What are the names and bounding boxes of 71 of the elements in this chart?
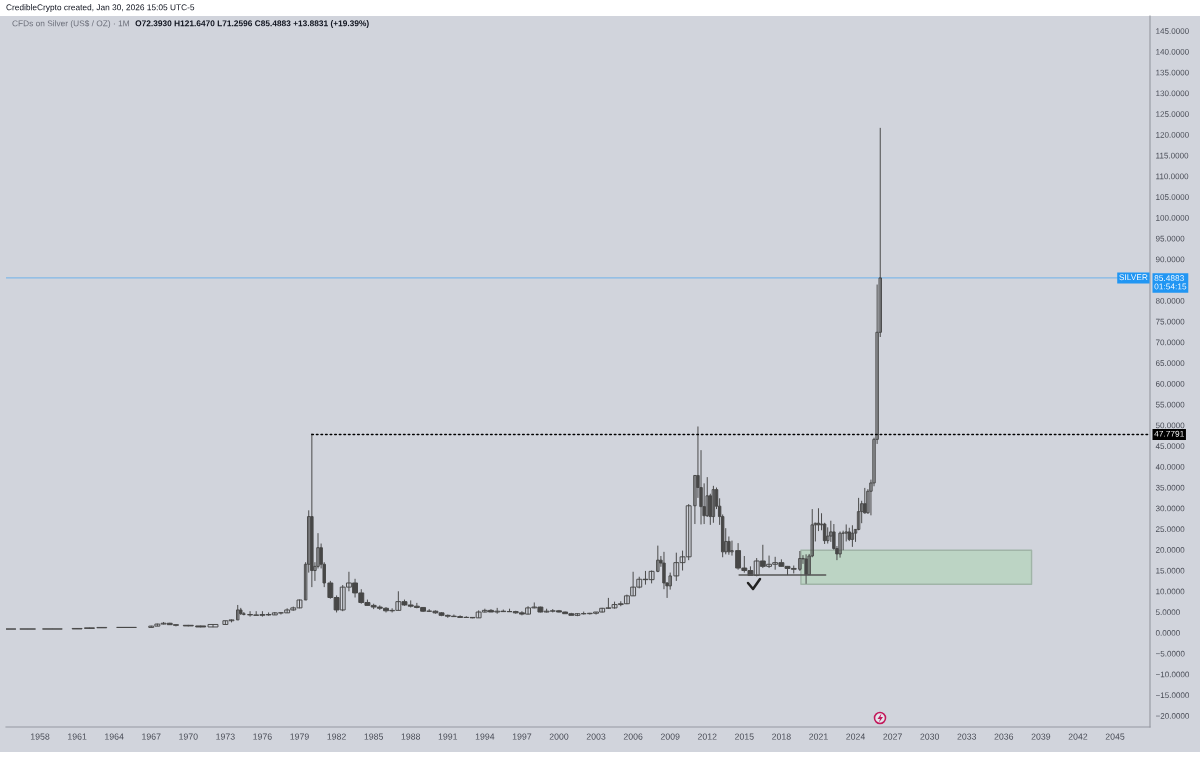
y-tick-label: 80.0000 [1155,298,1185,304]
y-tick-label: 45.0000 [1155,443,1185,449]
y-tick-label: 130.0000 [1156,90,1189,97]
y-tick-label: 15.0000 [1156,567,1185,574]
x-tick-label: 1973 [216,733,235,740]
x-tick-label: 1976 [253,733,272,740]
x-tick-label: 1982 [327,733,346,740]
y-tick-label: 140.0000 [1156,48,1189,55]
y-tick-label: −20.0000 [1155,713,1190,719]
y-tick-label: 125.0000 [1156,111,1189,117]
y-tick-label: 50.0000 [1155,422,1185,429]
y-tick-label: 120.0000 [1156,132,1189,138]
y-tick-label: 60.0000 [1155,381,1185,387]
x-tick-label: 1964 [105,733,124,740]
y-tick-label: 105.0000 [1156,194,1189,200]
x-tick-label: 1985 [364,733,384,740]
y-tick-label: 135.0000 [1156,69,1189,76]
x-tick-label: 1979 [290,733,309,740]
data-label: 47.7791 [1154,430,1184,437]
x-tick-label: 1967 [142,733,161,740]
x-tick-label: 2003 [586,733,606,740]
x-tick-label: 1961 [68,733,87,740]
x-tick-label: 2033 [957,733,977,740]
x-tick-label: 1958 [30,733,50,740]
annotation: SILVER [1119,274,1148,281]
candlestick [856,497,861,531]
x-tick-label: 2009 [660,733,680,740]
y-tick-label: 25.0000 [1155,526,1185,533]
x-tick-label: 2012 [697,733,717,740]
y-tick-label: 115.0000 [1156,152,1189,159]
x-tick-label: 2039 [1031,733,1051,740]
y-tick-label: 10.0000 [1156,588,1185,595]
text: CredibleCrypto created, Jan 30, 2026 15:05 UTC-5 [6,4,195,12]
y-tick-label: 145.0000 [1156,28,1189,34]
ref-line-label: 85.4883 01:54:15 [1154,275,1187,290]
y-tick-label: 35.0000 [1155,484,1185,491]
y-tick-label: 0.0000 [1155,630,1180,636]
y-tick-label: −10.0000 [1155,671,1190,678]
x-tick-label: 2024 [846,733,865,740]
x-tick-label: 2006 [623,733,643,740]
x-tick-label: 2018 [772,733,791,740]
y-tick-label: 30.0000 [1155,505,1185,512]
x-tick-label: 2000 [549,733,569,740]
annotation: O72.3930 H121.6470 L71.2596 C85.4883 +13.8831 (+19.39%) [135,20,369,28]
x-tick-label: 2015 [735,733,754,740]
chart-title: CFDs on Silver (US$ / OZ) · 1M [12,20,129,28]
x-tick-label: 1970 [179,733,198,740]
x-tick-label: 1988 [401,733,421,740]
y-tick-label: 75.0000 [1155,318,1185,325]
x-tick-label: 1991 [438,733,458,740]
x-tick-label: 1997 [512,733,532,740]
x-tick-label: 2042 [1068,733,1088,740]
y-tick-label: 40.0000 [1155,464,1185,470]
x-tick-label: 2045 [1105,733,1125,740]
x-tick-label: 2021 [809,733,828,740]
y-tick-label: 110.0000 [1156,173,1189,180]
y-tick-label: 55.0000 [1155,401,1185,408]
y-tick-label: 65.0000 [1155,360,1185,366]
y-tick-label: 70.0000 [1155,339,1185,346]
candlestick [711,485,716,524]
y-tick-label: −5.0000 [1155,650,1185,657]
x-tick-label: 2036 [994,733,1014,740]
y-tick-label: 5.0000 [1155,609,1180,616]
y-tick-label: −15.0000 [1155,692,1190,699]
y-tick-label: 100.0000 [1156,215,1189,221]
x-tick-label: 2027 [883,733,902,740]
y-tick-label: 90.0000 [1155,256,1185,263]
x-tick-label: 2030 [920,733,940,740]
y-tick-label: 95.0000 [1155,235,1185,242]
x-tick-label: 1994 [475,733,495,740]
y-tick-label: 20.0000 [1155,547,1185,553]
